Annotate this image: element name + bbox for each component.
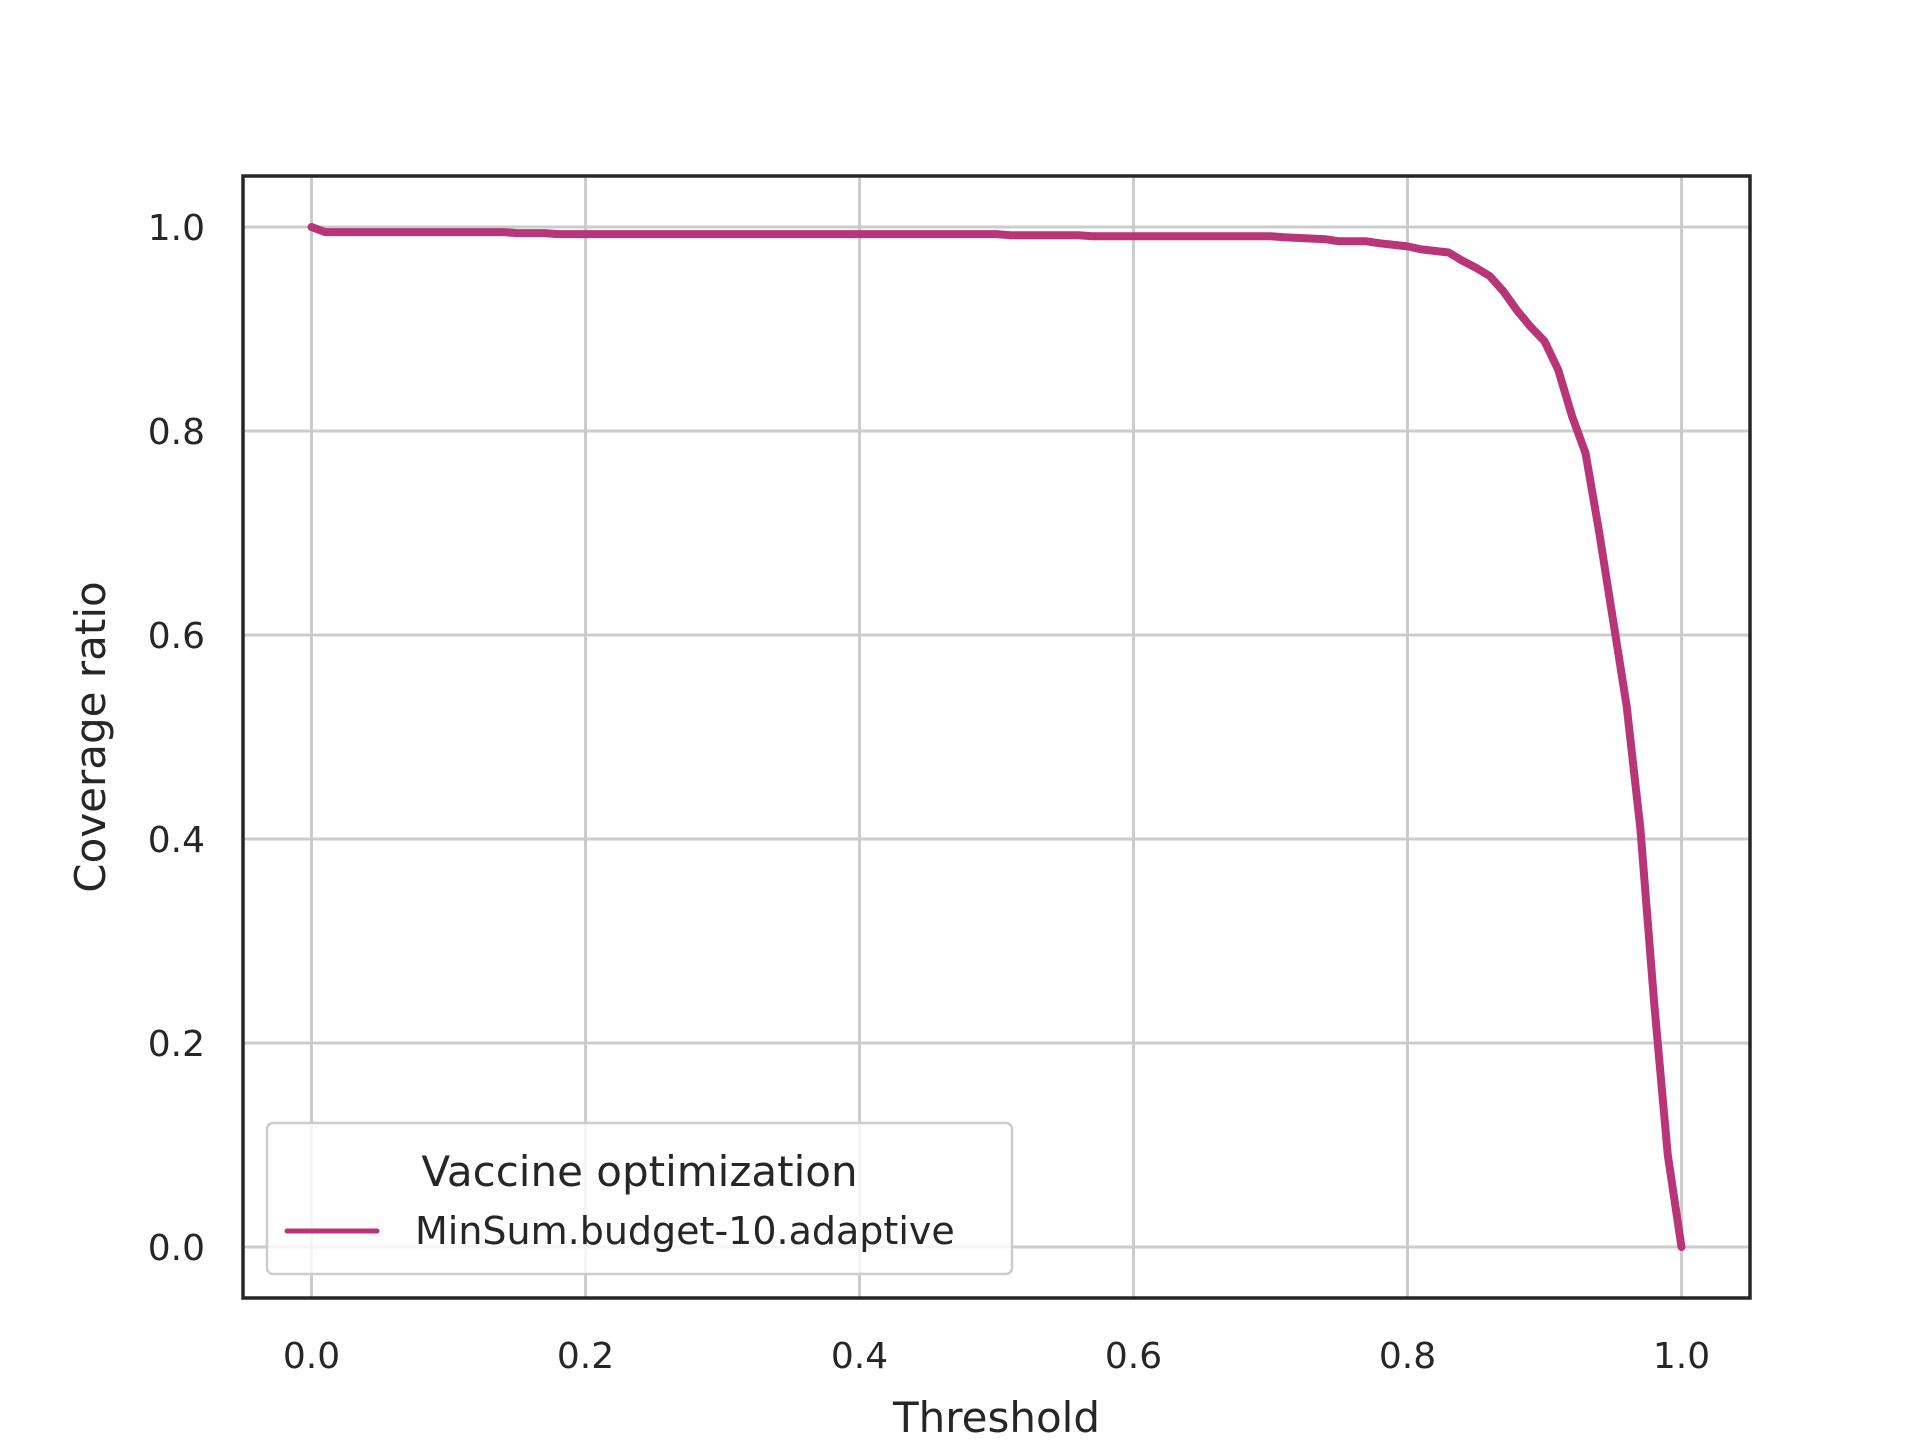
y-tick-label-3: 0.6 [148,616,205,657]
series-line-0 [307,223,1686,1251]
legend-entry-0: MinSum.budget-10.adaptive [415,1209,955,1253]
x-tick-label-5: 1.0 [1653,1336,1710,1377]
legend: Vaccine optimization MinSum.budget-10.ad… [265,1121,1014,1276]
y-tick-label-1: 0.2 [148,1024,205,1065]
x-tick-label-0: 0.0 [283,1336,340,1377]
legend-box [265,1121,1014,1276]
y-tick-label-2: 0.4 [148,820,205,861]
legend-title: Vaccine optimization [421,1147,857,1196]
x-tick-label-1: 0.2 [557,1336,614,1377]
x-tick-label-2: 0.4 [831,1336,888,1377]
series-layer [307,223,1686,1251]
x-tick-label-4: 0.8 [1379,1336,1436,1377]
y-axis-label: Coverage ratio [66,581,115,892]
ticks: 0.0 0.2 0.4 0.6 0.8 1.0 0.0 0.2 0.4 0.6 0.8 1.0 [148,208,1710,1377]
x-axis-label: Threshold [892,1393,1100,1440]
y-tick-label-5: 1.0 [148,208,205,249]
grid [243,176,1750,1298]
plot-frame [241,174,1752,1300]
x-tick-label-3: 0.6 [1105,1336,1162,1377]
y-tick-label-0: 0.0 [148,1228,205,1269]
y-tick-label-4: 0.8 [148,412,205,453]
